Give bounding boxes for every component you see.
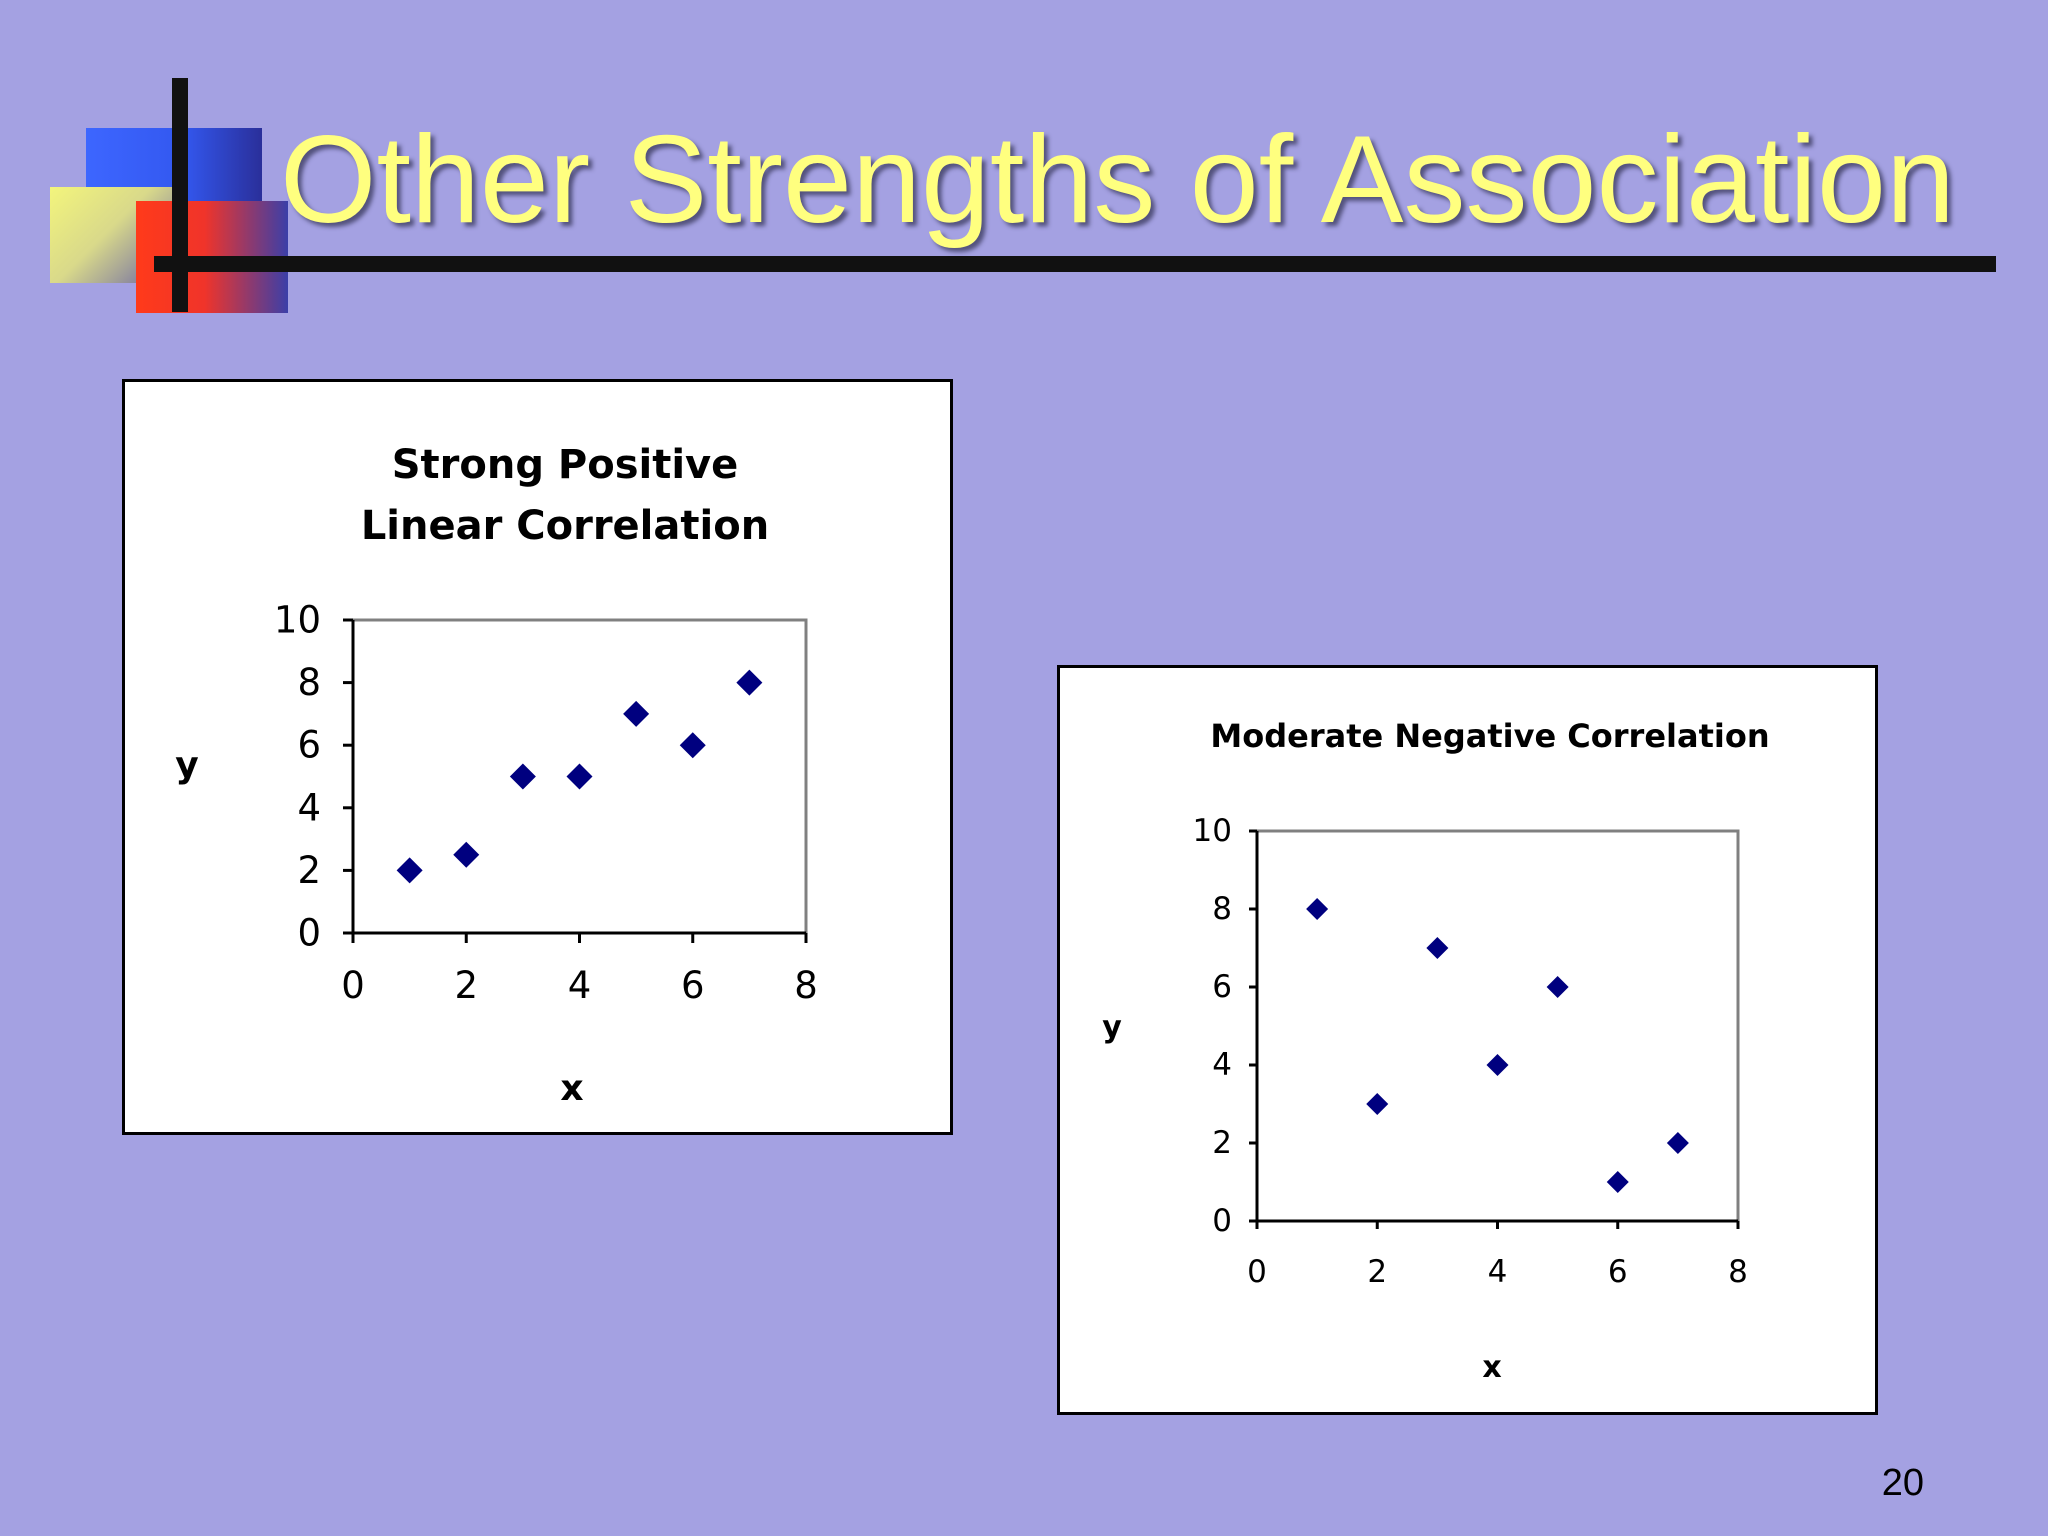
y-tick-label: 6 — [297, 724, 321, 767]
data-point-marker — [1426, 937, 1449, 959]
y-tick-label: 8 — [1212, 891, 1232, 927]
data-point-marker — [736, 669, 763, 696]
y-axis-label: y — [175, 745, 198, 786]
chart-title-line: Strong Positive — [392, 442, 739, 488]
y-tick-label: 0 — [297, 912, 321, 955]
data-point-marker — [453, 841, 480, 868]
chart-title-line: Moderate Negative Correlation — [1210, 717, 1769, 755]
y-tick-label: 0 — [1212, 1203, 1232, 1239]
data-point-marker — [1486, 1054, 1509, 1076]
chart-panel-negative: Moderate Negative Correlation 0 2 4 6 8 0 2 4 6 8 1… — [1057, 665, 1878, 1415]
scatter-chart-positive: Strong Positive Linear Correlation 0 2 4 6 8 0 2… — [175, 442, 818, 1109]
y-axis-label: y — [1102, 1010, 1122, 1045]
logo-vertical-bar — [172, 78, 188, 312]
chart-panel-positive: Strong Positive Linear Correlation 0 2 4 6 8 0 2… — [122, 379, 953, 1135]
data-point-marker — [1606, 1171, 1629, 1193]
slide-title: Other Strengths of Association — [280, 111, 1955, 249]
data-point-marker — [566, 763, 593, 790]
page-number: 20 — [1881, 1462, 1924, 1504]
x-tick-label: 0 — [1247, 1254, 1267, 1290]
y-tick-label: 2 — [297, 849, 321, 892]
y-tick-label: 2 — [1212, 1125, 1232, 1161]
y-tick-label: 6 — [1212, 969, 1232, 1005]
x-tick-label: 4 — [1488, 1254, 1508, 1290]
x-axis-label: x — [1482, 1350, 1501, 1385]
x-tick-label: 6 — [681, 964, 705, 1007]
chart-title-line: Linear Correlation — [361, 503, 769, 549]
x-tick-label: 8 — [794, 964, 818, 1007]
y-tick-label: 10 — [274, 599, 321, 642]
y-tick-label: 8 — [297, 661, 321, 704]
title-underline — [154, 256, 1996, 272]
x-tick-label: 0 — [341, 964, 365, 1007]
slide-logo — [50, 75, 310, 315]
data-point-marker — [623, 700, 650, 727]
y-tick-label: 4 — [297, 786, 321, 829]
data-point-marker — [1366, 1093, 1389, 1115]
data-point-marker — [396, 857, 423, 884]
x-tick-label: 4 — [568, 964, 592, 1007]
x-tick-label: 8 — [1728, 1254, 1748, 1290]
x-axis-label: x — [560, 1068, 583, 1109]
data-point-marker — [1666, 1132, 1689, 1154]
scatter-chart-negative: Moderate Negative Correlation 0 2 4 6 8 0 2 4 6 8 1… — [1102, 717, 1769, 1385]
x-tick-label: 2 — [1367, 1254, 1387, 1290]
data-point-marker — [1306, 898, 1329, 920]
plot-area — [1255, 829, 1740, 1223]
data-point-marker — [509, 763, 536, 790]
x-tick-label: 2 — [454, 964, 478, 1007]
data-point-marker — [1546, 976, 1569, 998]
y-tick-label: 4 — [1212, 1047, 1232, 1083]
x-tick-label: 6 — [1608, 1254, 1628, 1290]
data-point-marker — [679, 732, 706, 759]
y-tick-label: 10 — [1193, 813, 1232, 849]
